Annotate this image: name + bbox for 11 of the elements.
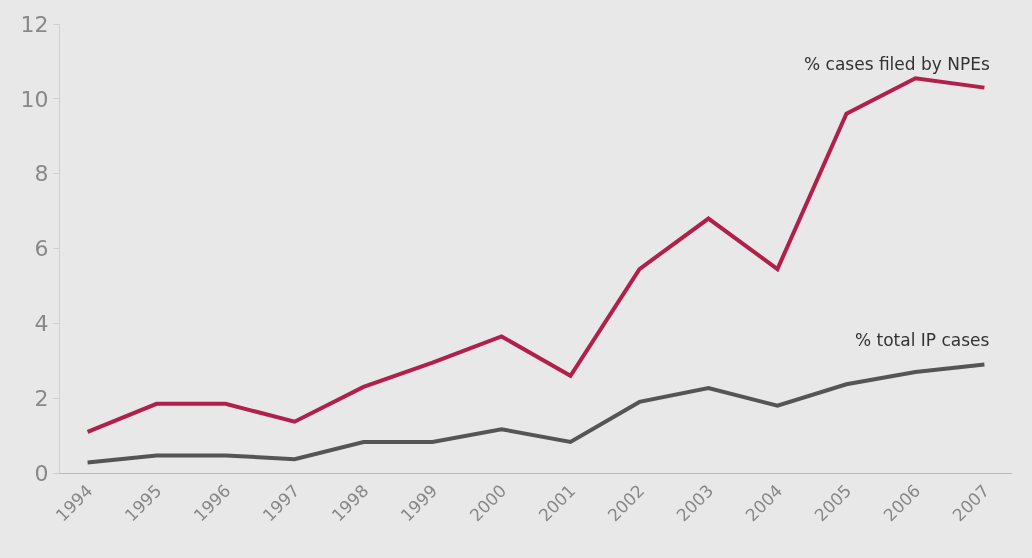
- series-label: % cases filed by NPEs: [804, 54, 990, 74]
- series-label: % total IP cases: [855, 330, 990, 350]
- y-tick-label: 4: [34, 311, 49, 337]
- y-tick-label: 0: [34, 460, 49, 486]
- line-series: [85, 362, 987, 465]
- y-tick-label: 2: [34, 385, 49, 411]
- line-series: [85, 76, 987, 434]
- y-tick-label: 6: [34, 236, 49, 262]
- y-tick-label: 8: [34, 161, 49, 187]
- y-tick-label: 10: [20, 86, 49, 112]
- y-tick-label: 12: [20, 11, 49, 37]
